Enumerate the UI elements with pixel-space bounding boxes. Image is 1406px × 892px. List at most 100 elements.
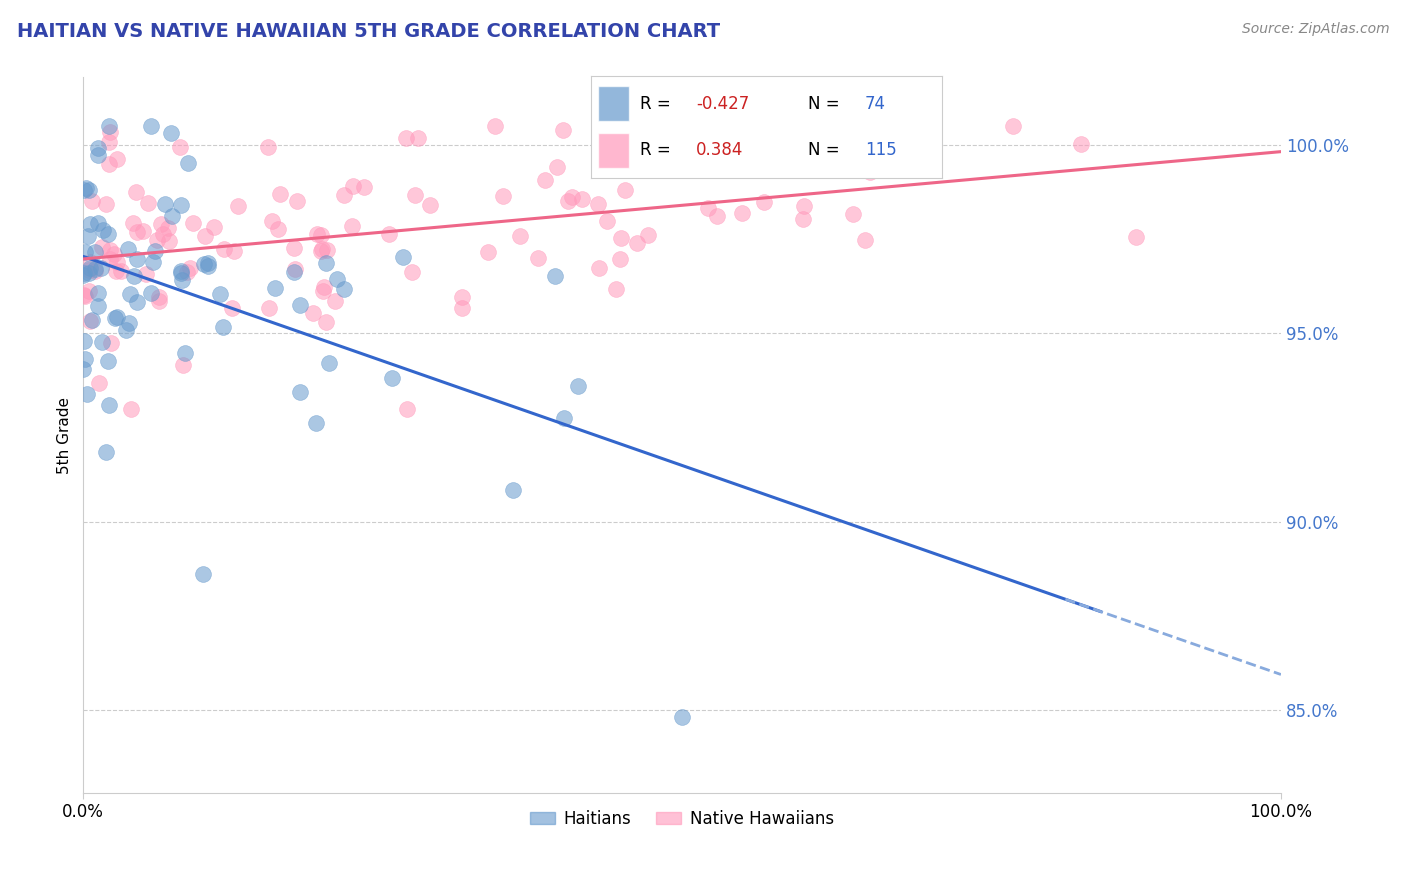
Point xyxy=(96,197,118,211)
Point xyxy=(288,298,311,312)
Point xyxy=(696,201,718,215)
Point xyxy=(637,227,659,242)
Text: Source: ZipAtlas.com: Source: ZipAtlas.com xyxy=(1241,22,1389,37)
Point xyxy=(148,291,170,305)
Point xyxy=(75,351,97,366)
Point xyxy=(120,401,142,416)
Text: R =: R = xyxy=(640,141,671,159)
Point xyxy=(891,120,914,134)
Point xyxy=(614,183,637,197)
Point xyxy=(77,183,100,197)
Point xyxy=(209,287,232,301)
Point xyxy=(170,198,193,212)
Point xyxy=(534,172,557,186)
Point xyxy=(378,227,401,241)
Point xyxy=(176,264,198,278)
Point xyxy=(897,143,920,157)
Point xyxy=(105,255,128,269)
Point xyxy=(97,135,120,149)
Point xyxy=(283,265,305,279)
Point xyxy=(315,314,337,328)
Point xyxy=(315,256,337,270)
Point xyxy=(170,266,193,280)
Point xyxy=(571,193,593,207)
Point xyxy=(1125,230,1147,244)
Point xyxy=(605,282,627,296)
Point xyxy=(98,125,121,139)
Point xyxy=(84,245,107,260)
Point xyxy=(305,416,328,430)
Point xyxy=(153,197,176,211)
Point xyxy=(323,293,346,308)
Point xyxy=(484,120,506,134)
Point xyxy=(333,187,356,202)
Point xyxy=(77,266,100,280)
Point xyxy=(105,310,128,325)
Point xyxy=(326,272,349,286)
Point xyxy=(135,267,157,281)
Point xyxy=(405,188,427,202)
Point xyxy=(283,241,305,255)
Point xyxy=(122,268,145,283)
Point xyxy=(100,336,122,351)
Point xyxy=(287,194,309,209)
Point xyxy=(138,196,160,211)
Point xyxy=(89,376,111,390)
Point xyxy=(197,259,219,273)
Point xyxy=(1001,120,1024,134)
Point xyxy=(97,354,120,368)
Point xyxy=(222,244,245,259)
Point xyxy=(139,286,162,301)
Point xyxy=(381,371,404,385)
Point xyxy=(76,229,98,244)
Point xyxy=(392,250,415,264)
Point xyxy=(309,244,332,258)
Text: 74: 74 xyxy=(865,95,886,112)
Point xyxy=(491,189,513,203)
Point xyxy=(121,216,143,230)
Point xyxy=(177,156,200,170)
Point xyxy=(115,323,138,337)
Point xyxy=(79,255,101,269)
Point xyxy=(221,301,243,315)
Point xyxy=(546,160,568,174)
Point xyxy=(73,288,96,302)
Point xyxy=(191,567,214,582)
Point xyxy=(160,209,183,223)
Point xyxy=(84,261,107,276)
Point xyxy=(139,120,162,134)
Point xyxy=(263,280,285,294)
Text: N =: N = xyxy=(808,141,839,159)
Point xyxy=(267,222,290,236)
Point xyxy=(148,294,170,309)
Point xyxy=(125,186,148,200)
Text: R =: R = xyxy=(640,95,671,112)
Point xyxy=(79,217,101,231)
Point xyxy=(773,120,796,134)
Legend: Haitians, Native Hawaiians: Haitians, Native Hawaiians xyxy=(523,803,841,834)
Point xyxy=(193,257,215,271)
Point xyxy=(451,301,474,315)
Point xyxy=(557,194,579,208)
Point xyxy=(90,240,112,254)
Point xyxy=(202,219,225,234)
Point xyxy=(149,218,172,232)
Point xyxy=(87,141,110,155)
Bar xyxy=(598,87,630,121)
Point xyxy=(103,247,125,261)
Point xyxy=(172,273,194,287)
Point xyxy=(170,264,193,278)
Point xyxy=(97,398,120,412)
Point xyxy=(609,252,631,267)
Point xyxy=(401,265,423,279)
Point xyxy=(211,320,233,334)
Point xyxy=(160,127,183,141)
Y-axis label: 5th Grade: 5th Grade xyxy=(58,397,72,474)
Point xyxy=(260,213,283,227)
Point xyxy=(610,230,633,244)
Point xyxy=(73,245,96,260)
Point xyxy=(342,219,364,233)
Point xyxy=(98,252,121,267)
Text: 115: 115 xyxy=(865,141,897,159)
Point xyxy=(567,379,589,393)
